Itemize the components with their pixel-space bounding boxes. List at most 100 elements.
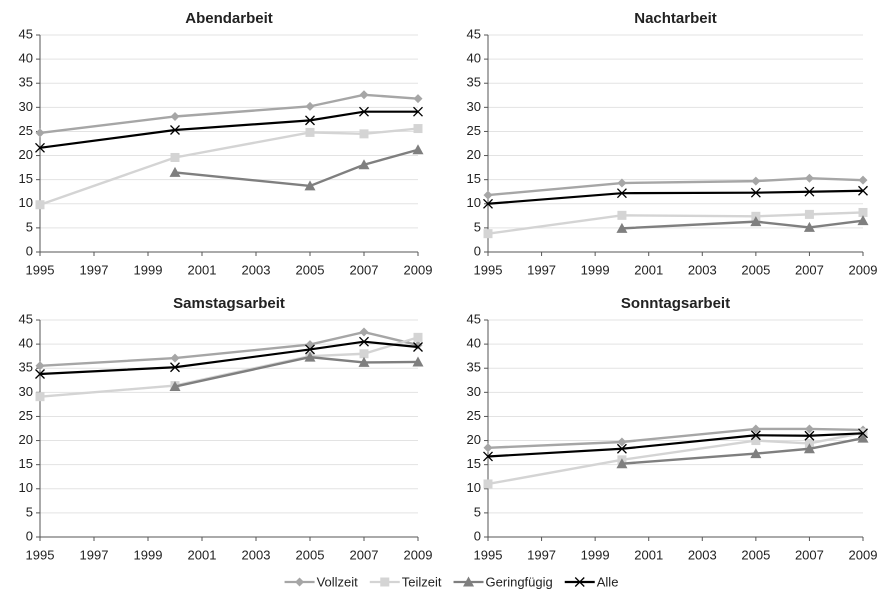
marker [804,430,815,441]
y-tick-label: 15 [19,171,33,186]
y-tick-label: 10 [467,480,481,495]
marker [359,327,369,337]
marker [304,351,316,362]
x-tick-label: 2007 [350,262,379,277]
x-tick-label: 1997 [527,262,556,277]
marker [359,129,369,139]
y-tick-label: 5 [474,219,481,234]
x-tick-label: 1995 [26,547,55,562]
x-tick-label: 1997 [527,547,556,562]
y-tick-label: 45 [19,26,33,41]
marker [803,443,815,454]
marker [751,424,761,434]
x-tick-label: 2003 [688,262,717,277]
marker [359,349,369,359]
legend-label: Geringfügig [486,574,553,589]
y-tick-label: 20 [19,147,33,162]
marker [305,344,315,355]
x-tick-label: 2009 [849,547,878,562]
x-tick-label: 1995 [474,547,503,562]
x-tick-label: 2003 [242,547,271,562]
x-tick-label: 2009 [404,547,433,562]
x-tick-label: 1999 [581,262,610,277]
marker [858,185,868,196]
y-tick-label: 25 [19,408,33,423]
y-tick-label: 5 [474,504,481,519]
y-tick-label: 25 [19,123,33,138]
y-tick-label: 45 [467,311,481,326]
chart-title: Abendarbeit [185,10,273,27]
marker [359,106,369,117]
y-tick-label: 5 [26,504,33,519]
marker [358,356,370,367]
x-tick-label: 1997 [80,262,109,277]
series-line [174,355,419,388]
marker [483,190,493,200]
marker [858,175,868,185]
series-line [621,219,864,230]
marker [857,215,869,226]
marker [751,176,761,186]
y-tick-label: 25 [467,408,481,423]
marker [169,381,181,392]
y-tick-label: 25 [467,123,481,138]
y-tick-label: 15 [467,456,481,471]
marker [750,430,761,441]
x-tick-label: 1999 [134,547,163,562]
marker [413,342,423,352]
marker [750,216,762,227]
y-tick-label: 35 [467,360,481,375]
marker [35,142,45,153]
marker [617,178,627,188]
legend-label: Vollzeit [317,574,359,589]
marker [170,362,180,373]
x-tick-label: 2009 [849,262,878,277]
marker [413,332,423,342]
chart-title: Samstagsarbeit [173,295,285,312]
x-tick-label: 2007 [350,547,379,562]
y-tick-label: 45 [19,311,33,326]
marker [170,152,180,162]
series-line [39,336,419,398]
marker [804,424,814,434]
marker [358,159,370,170]
y-tick-label: 35 [19,360,33,375]
y-tick-label: 30 [19,384,33,399]
series-line [487,189,864,205]
y-tick-label: 15 [467,171,481,186]
y-tick-label: 20 [19,432,33,447]
marker [305,340,315,350]
marker [35,128,45,138]
marker [169,166,181,177]
marker [359,90,369,100]
marker [305,101,315,111]
y-tick-label: 30 [19,99,33,114]
marker [750,448,762,459]
marker [751,436,761,446]
x-tick-label: 2003 [688,547,717,562]
marker [617,437,627,447]
x-tick-label: 2007 [795,262,824,277]
marker [413,106,423,117]
y-tick-label: 0 [26,528,33,543]
x-tick-label: 2009 [404,262,433,277]
y-tick-label: 10 [19,480,33,495]
marker [463,576,475,587]
x-tick-label: 1999 [581,547,610,562]
y-tick-label: 35 [467,75,481,90]
legend-item: Vollzeit [284,574,359,589]
marker [170,353,180,363]
y-tick-label: 30 [467,384,481,399]
legend-item: Geringfügig [453,574,553,589]
legend-label: Teilzeit [402,574,442,589]
x-tick-label: 1995 [474,262,503,277]
y-tick-label: 45 [467,26,481,41]
marker [413,340,423,350]
chart-title: Nachtarbeit [634,10,717,27]
marker [412,144,424,155]
y-tick-label: 20 [467,147,481,162]
marker [804,186,815,197]
y-tick-label: 15 [19,456,33,471]
marker [304,180,316,191]
x-tick-label: 2007 [795,547,824,562]
